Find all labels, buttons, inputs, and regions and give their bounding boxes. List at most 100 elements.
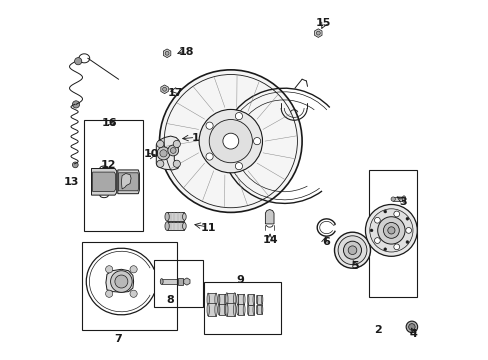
Ellipse shape <box>224 304 226 315</box>
Circle shape <box>393 211 399 217</box>
Polygon shape <box>92 172 115 192</box>
Bar <box>237 294 244 305</box>
Ellipse shape <box>261 305 263 314</box>
Circle shape <box>205 122 213 129</box>
Circle shape <box>387 227 394 234</box>
Ellipse shape <box>236 294 238 305</box>
Polygon shape <box>156 136 179 170</box>
Circle shape <box>105 266 113 273</box>
Text: 1: 1 <box>192 132 200 143</box>
Ellipse shape <box>206 293 209 306</box>
Polygon shape <box>163 49 170 58</box>
Circle shape <box>374 217 380 223</box>
Ellipse shape <box>224 294 226 305</box>
Polygon shape <box>118 170 139 194</box>
Ellipse shape <box>236 304 238 315</box>
Circle shape <box>156 160 163 167</box>
Polygon shape <box>183 278 190 285</box>
Circle shape <box>223 133 238 149</box>
Circle shape <box>130 266 137 273</box>
Ellipse shape <box>225 293 227 306</box>
Polygon shape <box>314 29 322 37</box>
Polygon shape <box>161 85 168 94</box>
Polygon shape <box>265 210 273 224</box>
Text: 16: 16 <box>102 118 117 128</box>
Circle shape <box>75 58 81 65</box>
Ellipse shape <box>214 303 217 316</box>
Circle shape <box>110 271 132 292</box>
Ellipse shape <box>247 294 248 305</box>
Ellipse shape <box>247 305 248 315</box>
Text: 5: 5 <box>351 261 359 271</box>
Ellipse shape <box>214 293 217 306</box>
Circle shape <box>383 222 399 238</box>
Text: 14: 14 <box>262 235 278 246</box>
Bar <box>84 120 142 231</box>
Ellipse shape <box>233 293 236 306</box>
Text: 8: 8 <box>166 294 174 305</box>
Polygon shape <box>157 149 168 157</box>
Circle shape <box>377 217 404 244</box>
Ellipse shape <box>256 295 257 304</box>
Circle shape <box>205 153 213 160</box>
Polygon shape <box>121 174 131 189</box>
Bar <box>257 305 262 314</box>
Circle shape <box>253 138 260 145</box>
Bar <box>257 295 262 304</box>
Circle shape <box>390 197 394 201</box>
Circle shape <box>316 31 320 35</box>
Circle shape <box>347 246 356 255</box>
Circle shape <box>160 150 167 157</box>
Circle shape <box>72 101 80 108</box>
Circle shape <box>235 113 242 120</box>
Circle shape <box>105 290 113 297</box>
Circle shape <box>406 321 417 333</box>
Circle shape <box>337 236 366 265</box>
Circle shape <box>165 51 169 55</box>
Text: 9: 9 <box>235 275 243 285</box>
Text: 17: 17 <box>167 88 183 98</box>
Ellipse shape <box>160 279 163 284</box>
Ellipse shape <box>164 222 169 230</box>
Bar <box>208 293 216 306</box>
Circle shape <box>369 229 372 232</box>
Bar <box>247 305 253 315</box>
Bar <box>219 304 225 315</box>
Bar <box>82 242 177 330</box>
Bar <box>162 279 177 284</box>
Circle shape <box>159 70 302 212</box>
Circle shape <box>393 244 399 250</box>
Ellipse shape <box>243 304 244 315</box>
Text: 18: 18 <box>178 47 194 57</box>
Ellipse shape <box>164 212 169 221</box>
Ellipse shape <box>243 294 244 305</box>
Circle shape <box>334 232 370 268</box>
Bar <box>226 293 234 306</box>
Circle shape <box>167 145 178 156</box>
Bar <box>226 303 234 316</box>
Circle shape <box>163 87 166 91</box>
Ellipse shape <box>256 305 257 314</box>
Circle shape <box>383 248 386 251</box>
Text: 13: 13 <box>63 177 79 187</box>
Ellipse shape <box>218 304 220 315</box>
Text: 4: 4 <box>409 329 417 339</box>
Circle shape <box>199 109 262 173</box>
Circle shape <box>115 275 127 288</box>
Circle shape <box>156 140 163 148</box>
Circle shape <box>170 148 176 153</box>
Ellipse shape <box>218 294 220 305</box>
Circle shape <box>369 209 412 252</box>
Circle shape <box>374 238 380 243</box>
Bar <box>204 282 281 334</box>
Circle shape <box>365 204 416 256</box>
Ellipse shape <box>261 295 263 304</box>
Text: 3: 3 <box>398 197 406 207</box>
Polygon shape <box>118 173 139 191</box>
Text: 11: 11 <box>201 222 216 233</box>
Circle shape <box>235 162 242 170</box>
Text: 12: 12 <box>101 160 116 170</box>
Circle shape <box>173 160 180 167</box>
Bar <box>208 303 216 316</box>
Ellipse shape <box>206 303 209 316</box>
